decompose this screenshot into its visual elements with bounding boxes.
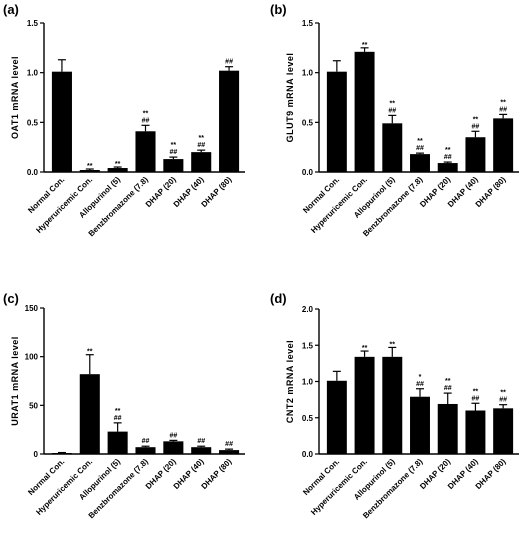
bar xyxy=(326,71,347,172)
bar xyxy=(163,441,184,454)
bar xyxy=(163,159,184,172)
bar xyxy=(191,447,212,454)
significance-hash: ## xyxy=(225,441,233,448)
y-tick-label: 0.5 xyxy=(302,118,314,127)
significance-hash: ## xyxy=(444,154,452,161)
significance-star: ** xyxy=(473,388,479,395)
significance-star: ** xyxy=(390,100,396,107)
x-tick-label: DHAP (80) xyxy=(474,457,508,491)
bar xyxy=(191,152,212,172)
y-tick-label: 0 xyxy=(34,450,39,459)
y-tick-label: 50 xyxy=(29,401,38,410)
significance-star: ** xyxy=(115,161,121,168)
bar xyxy=(437,403,458,454)
x-tick-label: DHAP (80) xyxy=(474,175,508,209)
y-tick-label: 1.0 xyxy=(27,69,39,78)
significance-star: ** xyxy=(445,147,451,154)
panel-letter: (a) xyxy=(3,2,19,17)
bar xyxy=(437,163,458,172)
bar xyxy=(135,447,156,454)
significance-star: ** xyxy=(362,345,368,352)
significance-hash: ## xyxy=(114,415,122,422)
significance-hash: ## xyxy=(444,385,452,392)
y-tick-label: 1.5 xyxy=(302,19,314,28)
bar xyxy=(493,408,514,454)
significance-star: ** xyxy=(171,142,177,149)
y-tick-label: 0.0 xyxy=(27,168,39,177)
y-tick-label: 0.5 xyxy=(27,118,39,127)
significance-hash: ## xyxy=(197,438,205,445)
bar xyxy=(107,431,128,454)
y-tick-label: 1.0 xyxy=(302,378,314,387)
bar xyxy=(382,356,403,454)
significance-star: ** xyxy=(362,42,368,49)
significance-hash: ## xyxy=(416,381,424,388)
significance-star: ** xyxy=(417,138,423,145)
x-tick-label: DHAP (80) xyxy=(200,457,234,491)
bar xyxy=(410,396,430,454)
significance-hash: ## xyxy=(169,149,177,156)
panel-letter: (d) xyxy=(270,291,287,306)
y-tick-label: 1.0 xyxy=(302,69,314,78)
significance-hash: ## xyxy=(416,145,424,152)
significance-star: ** xyxy=(445,378,451,385)
y-axis-label: GLUT9 mRNA level xyxy=(285,53,295,143)
bar xyxy=(410,154,430,172)
significance-star: * xyxy=(419,374,422,381)
significance-star: ** xyxy=(198,135,204,142)
bar xyxy=(219,70,240,172)
bar xyxy=(465,137,486,172)
panel-letter: (b) xyxy=(270,2,287,17)
significance-star: ** xyxy=(473,116,479,123)
y-axis-label: OAT1 mRNA level xyxy=(10,56,20,139)
y-tick-label: 1.5 xyxy=(302,341,314,350)
bar xyxy=(354,51,375,172)
significance-hash: ## xyxy=(197,142,205,149)
significance-hash: ## xyxy=(472,395,480,402)
significance-hash: ## xyxy=(499,397,507,404)
y-axis-label: URAT1 mRNA level xyxy=(10,336,20,426)
y-tick-label: 100 xyxy=(25,353,39,362)
y-tick-label: 0.0 xyxy=(302,450,314,459)
significance-star: ** xyxy=(115,408,121,415)
bar xyxy=(354,356,375,454)
significance-hash: ## xyxy=(142,117,150,124)
bar xyxy=(79,374,100,454)
significance-star: ** xyxy=(390,341,396,348)
significance-hash: ## xyxy=(499,106,507,113)
y-tick-label: 0.0 xyxy=(302,168,314,177)
significance-star: ** xyxy=(87,349,93,356)
y-tick-label: 150 xyxy=(25,304,39,313)
significance-hash: ## xyxy=(169,432,177,439)
bar xyxy=(382,123,403,172)
bar xyxy=(51,71,72,172)
significance-hash: ## xyxy=(225,59,233,66)
x-tick-label: DHAP (80) xyxy=(200,175,234,209)
significance-hash: ## xyxy=(388,107,396,114)
bar xyxy=(79,170,100,172)
significance-star: ** xyxy=(500,390,506,397)
bar xyxy=(51,453,72,454)
significance-star: ** xyxy=(143,110,149,117)
bar xyxy=(107,168,128,172)
bar xyxy=(326,380,347,454)
y-tick-label: 1.5 xyxy=(27,19,39,28)
y-tick-label: 2.0 xyxy=(302,305,314,314)
bar xyxy=(219,450,240,454)
panel-letter: (c) xyxy=(3,291,19,306)
y-tick-label: 0.5 xyxy=(302,414,314,423)
y-axis-label: CNT2 mRNA level xyxy=(285,340,295,423)
bar xyxy=(493,118,514,172)
bar xyxy=(465,410,486,454)
significance-hash: ## xyxy=(142,438,150,445)
significance-star: ** xyxy=(500,99,506,106)
significance-hash: ## xyxy=(472,123,480,130)
significance-star: ** xyxy=(87,163,93,170)
bar xyxy=(135,131,156,172)
